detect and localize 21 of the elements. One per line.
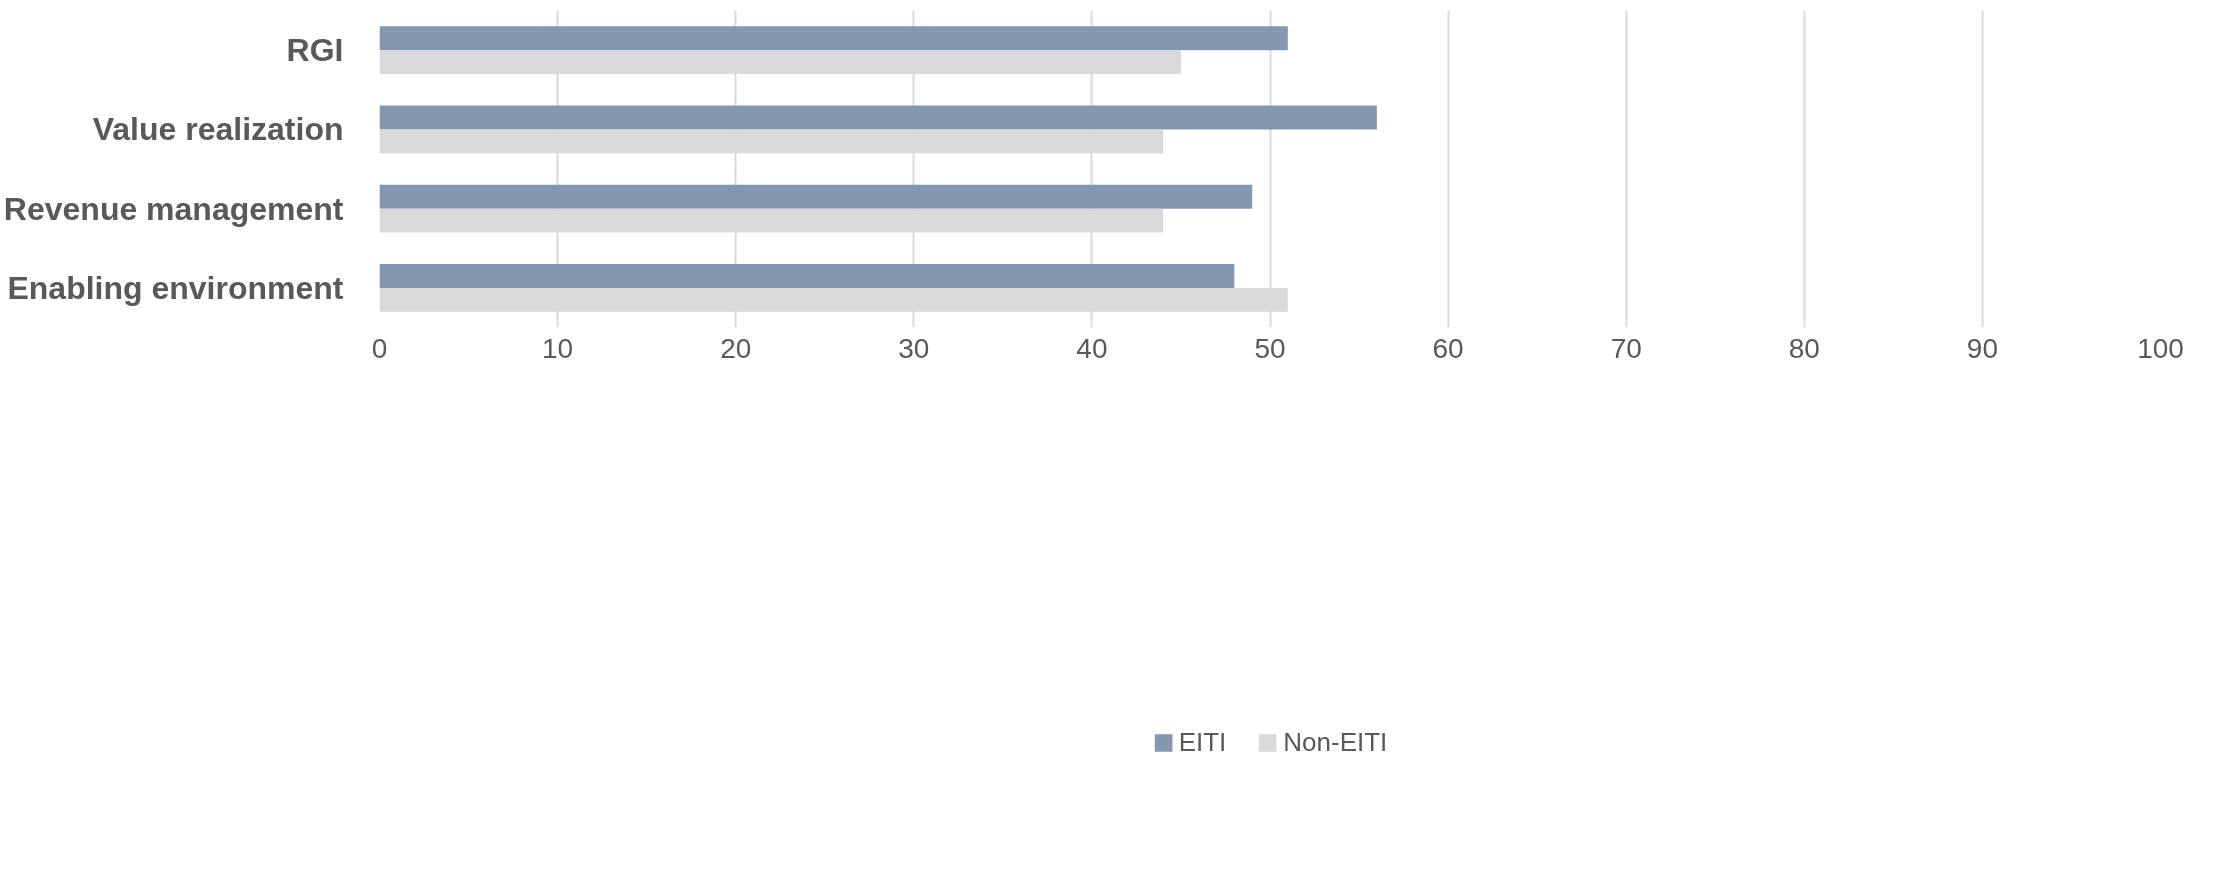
x-tick-label: 60 <box>1432 332 1464 364</box>
x-tick-label: 10 <box>542 332 574 364</box>
x-tick-label: 20 <box>720 332 752 364</box>
x-tick-label: 70 <box>1610 332 1642 364</box>
y-tick-label: RGI <box>286 32 344 69</box>
x-tick-label: 30 <box>898 332 930 364</box>
y-tick-label: Value realization <box>92 111 344 148</box>
x-tick-label: 80 <box>1788 332 1820 364</box>
x-tick-label: 100 <box>2137 332 2184 364</box>
x-tick-label: 0 <box>371 332 388 364</box>
x-tick-label: 40 <box>1076 332 1108 364</box>
bar <box>379 184 1253 209</box>
legend-label: EITI <box>1178 726 1227 758</box>
legend-label: Non-EITI <box>1283 726 1388 758</box>
bar <box>379 105 1377 130</box>
x-tick-label: 90 <box>1966 332 1998 364</box>
y-tick-label: Enabling environment <box>7 269 344 306</box>
bar <box>379 26 1288 51</box>
x-tick-label: 50 <box>1254 332 1286 364</box>
y-tick-label: Revenue management <box>3 190 344 227</box>
bar <box>379 264 1235 288</box>
